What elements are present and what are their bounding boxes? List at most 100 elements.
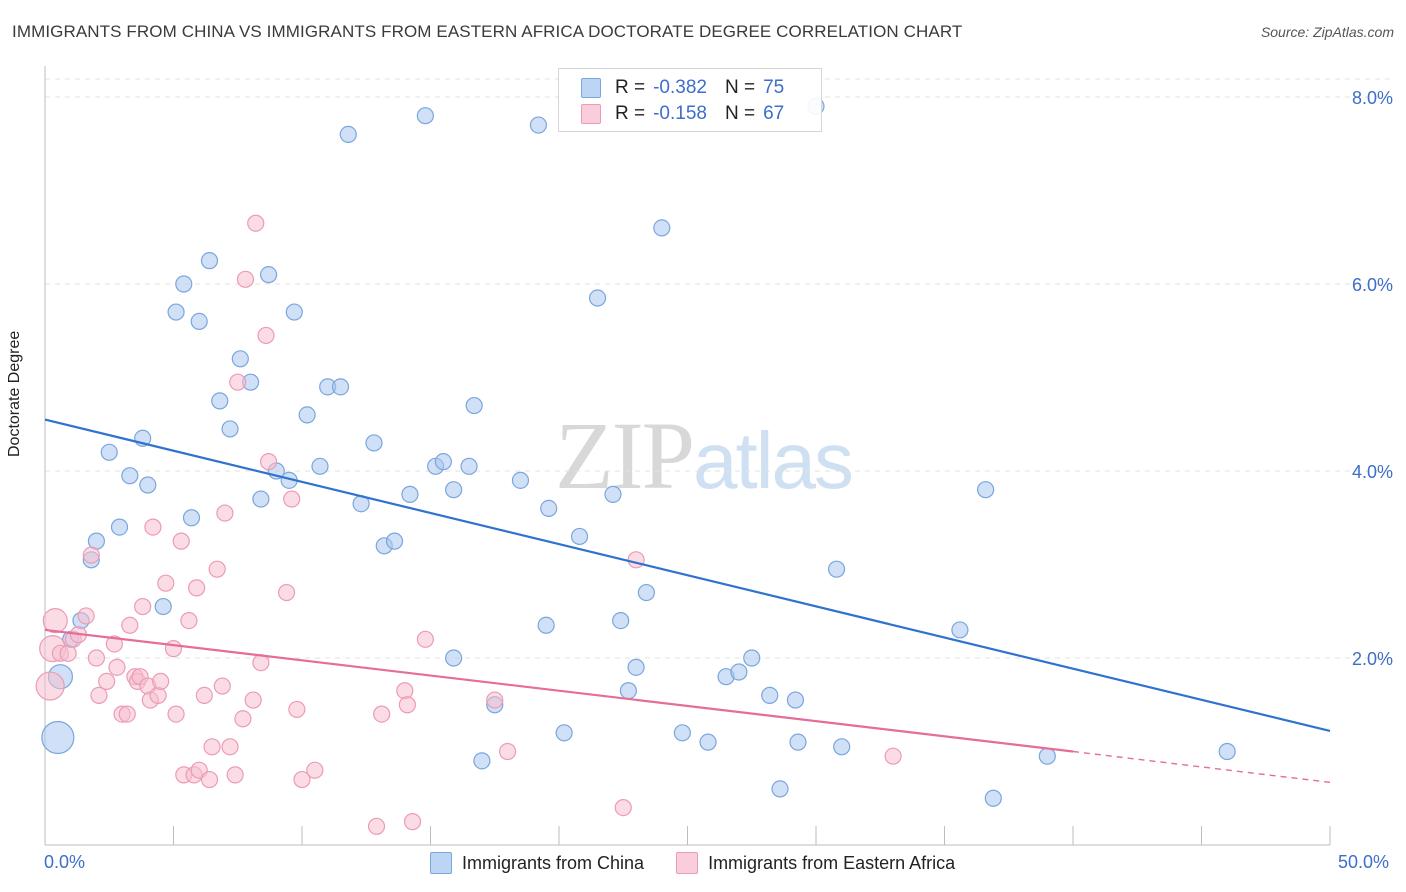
china-point	[231, 350, 249, 368]
china-point	[416, 107, 434, 125]
eastern-africa-point	[200, 770, 219, 789]
china-point	[771, 780, 789, 798]
y-tick-label: 2.0%	[1352, 649, 1393, 669]
eastern-africa-point	[884, 747, 902, 765]
china-point	[311, 457, 329, 475]
china-point	[570, 527, 589, 546]
eastern-africa-point	[229, 373, 247, 391]
legend-n-value: 75	[763, 77, 785, 98]
series-label-eastern-africa: Immigrants from Eastern Africa	[708, 852, 956, 873]
eastern-africa-point	[499, 742, 517, 761]
x-axis-min-label: 0.0%	[44, 852, 86, 872]
legend-n-label: N =	[724, 77, 756, 98]
eastern-africa-point	[149, 686, 167, 705]
china-point	[612, 611, 630, 630]
china-point	[41, 720, 75, 755]
x-axis-max-label: 50.0%	[1338, 852, 1390, 872]
china-point	[167, 303, 185, 321]
china-point	[182, 509, 201, 527]
china-point	[175, 275, 193, 293]
eastern-africa-point	[306, 761, 324, 779]
china-point	[588, 289, 607, 307]
eastern-africa-point	[42, 607, 68, 634]
china-point	[401, 485, 419, 503]
china-point	[984, 789, 1002, 807]
eastern-africa-point	[172, 532, 190, 550]
eastern-africa-point	[118, 705, 136, 723]
eastern-africa-point	[152, 672, 170, 690]
china-point	[1218, 742, 1236, 761]
eastern-africa-point	[121, 616, 139, 634]
china-point	[200, 252, 219, 270]
eastern-africa-point	[288, 700, 306, 719]
china-point	[730, 663, 748, 681]
eastern-africa-point	[108, 658, 126, 676]
eastern-africa-point	[167, 705, 185, 723]
china-point	[1038, 747, 1056, 765]
eastern-africa-point	[203, 738, 221, 756]
china-point	[529, 116, 548, 134]
eastern-africa-point	[614, 798, 632, 817]
eastern-africa-point	[277, 583, 296, 602]
china-point	[473, 752, 491, 770]
eastern-africa-point	[244, 691, 262, 709]
eastern-africa-point	[134, 597, 152, 616]
china-point	[298, 406, 316, 424]
china-point	[673, 724, 691, 742]
eastern-africa-point	[396, 682, 414, 700]
eastern-africa-point	[105, 635, 123, 653]
legend-swatch-eastern-africa	[581, 104, 601, 124]
legend-r-value: -0.382	[653, 77, 707, 98]
eastern-africa-point	[98, 672, 116, 690]
series-swatch-china	[430, 852, 452, 874]
legend-r-value: -0.158	[653, 103, 707, 124]
series-label-china: Immigrants from China	[462, 852, 645, 873]
china-point	[285, 303, 303, 321]
china-point	[637, 583, 655, 602]
eastern-africa-point	[216, 504, 234, 522]
eastern-africa-point	[627, 551, 645, 569]
y-axis-label: Doctorate Degree	[6, 330, 23, 457]
china-point	[827, 560, 846, 578]
eastern-africa-point	[283, 490, 301, 508]
eastern-africa-point	[367, 817, 386, 835]
eastern-africa-point	[403, 813, 422, 831]
china-point	[211, 392, 229, 410]
y-tick-label: 8.0%	[1352, 88, 1393, 108]
eastern-africa-point	[82, 546, 100, 564]
china-point	[761, 686, 779, 705]
china-point	[259, 266, 278, 284]
china-point	[331, 378, 350, 396]
china-point	[190, 312, 208, 330]
china-point	[465, 396, 483, 415]
china-point	[627, 658, 645, 676]
eastern-africa-point	[259, 453, 278, 471]
eastern-africa-point	[213, 677, 231, 695]
eastern-africa-point	[188, 579, 206, 597]
eastern-africa-point	[195, 686, 213, 705]
eastern-africa-point	[87, 649, 106, 667]
china-point	[951, 621, 969, 639]
eastern-africa-point	[234, 710, 252, 728]
china-point	[434, 453, 452, 471]
china-point	[619, 682, 637, 700]
china-point	[604, 485, 622, 503]
china-point	[339, 125, 357, 143]
y-tick-label: 4.0%	[1352, 462, 1393, 482]
eastern-africa-point	[236, 270, 255, 288]
eastern-africa-point	[35, 671, 65, 701]
legend-n-value: 67	[763, 103, 785, 124]
eastern-africa-point	[416, 630, 434, 648]
legend-swatch-china	[581, 78, 601, 98]
china-point	[511, 471, 530, 489]
eastern-africa-point	[208, 560, 226, 578]
china-point	[537, 616, 555, 634]
china-point	[445, 481, 463, 499]
china-point	[252, 490, 270, 508]
correlation-legend: R = -0.382 N = 75 R = -0.158 N = 67	[558, 68, 822, 132]
china-point	[154, 597, 172, 616]
china-point	[540, 499, 558, 517]
legend-row-eastern-africa: R = -0.158 N = 67	[581, 101, 784, 127]
china-point	[653, 219, 671, 237]
